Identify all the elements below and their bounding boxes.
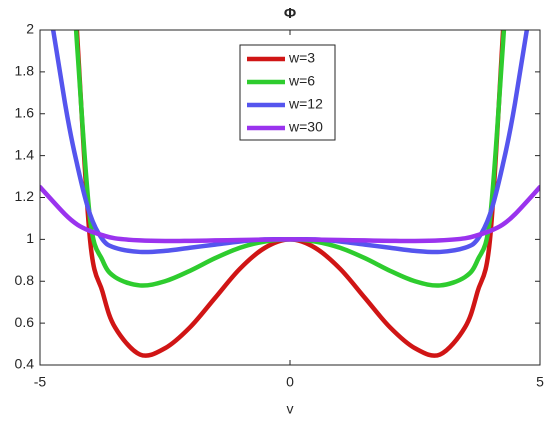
y-tick-label: 1 — [26, 230, 34, 246]
y-tick-label: 1.6 — [15, 104, 35, 120]
legend-label: w=6 — [288, 73, 315, 89]
x-tick-label: 5 — [536, 374, 544, 390]
x-tick-label: 0 — [286, 374, 294, 390]
plot-lines — [40, 30, 540, 358]
y-tick-label: 0.6 — [15, 314, 35, 330]
legend-label: w=12 — [288, 96, 323, 112]
x-axis-label: v — [287, 401, 294, 417]
legend-label: w=3 — [288, 50, 315, 66]
y-tick-label: 2 — [26, 21, 34, 37]
y-tick-label: 0.4 — [15, 356, 35, 372]
legend-label: w=30 — [288, 119, 323, 135]
y-tick-label: 0.8 — [15, 272, 35, 288]
chart-title: Φ — [284, 5, 296, 22]
series-line — [40, 184, 540, 244]
y-tick-label: 1.4 — [15, 146, 35, 162]
series-line — [73, 30, 507, 288]
y-tick-label: 1.2 — [15, 188, 35, 204]
y-tick-label: 1.8 — [15, 63, 35, 79]
x-tick-label: -5 — [34, 374, 47, 390]
